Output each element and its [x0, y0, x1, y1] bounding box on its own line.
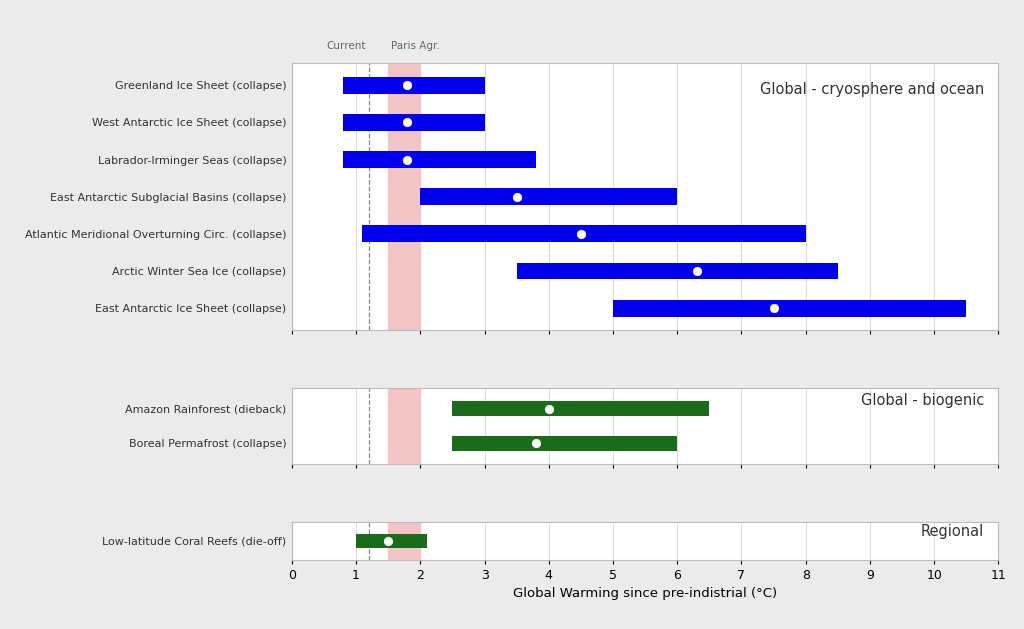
Text: Paris Agr.: Paris Agr.	[391, 41, 440, 51]
Bar	[388, 63, 420, 330]
X-axis label: Global Warming since pre-indistrial (°C): Global Warming since pre-indistrial (°C)	[513, 587, 777, 601]
Point	[399, 118, 416, 128]
Point	[765, 303, 781, 313]
Text: Global - biogenic: Global - biogenic	[861, 393, 984, 408]
Bar	[362, 225, 806, 242]
Bar	[453, 401, 710, 416]
Point	[399, 80, 416, 90]
Text: Current: Current	[327, 41, 366, 51]
Bar	[343, 114, 484, 131]
Bar	[388, 388, 420, 464]
Bar	[517, 263, 838, 279]
Bar	[356, 533, 427, 548]
Text: Global - cryosphere and ocean: Global - cryosphere and ocean	[760, 82, 984, 97]
Point	[527, 438, 544, 448]
Bar	[343, 77, 484, 94]
Text: Regional: Regional	[921, 524, 984, 539]
Point	[380, 536, 396, 546]
Point	[509, 192, 525, 202]
Point	[541, 404, 557, 414]
Bar	[420, 188, 677, 205]
Bar	[343, 151, 536, 168]
Bar	[388, 521, 420, 560]
Point	[572, 229, 589, 239]
Bar	[613, 300, 967, 316]
Bar	[453, 436, 677, 451]
Point	[399, 155, 416, 165]
Point	[688, 266, 705, 276]
